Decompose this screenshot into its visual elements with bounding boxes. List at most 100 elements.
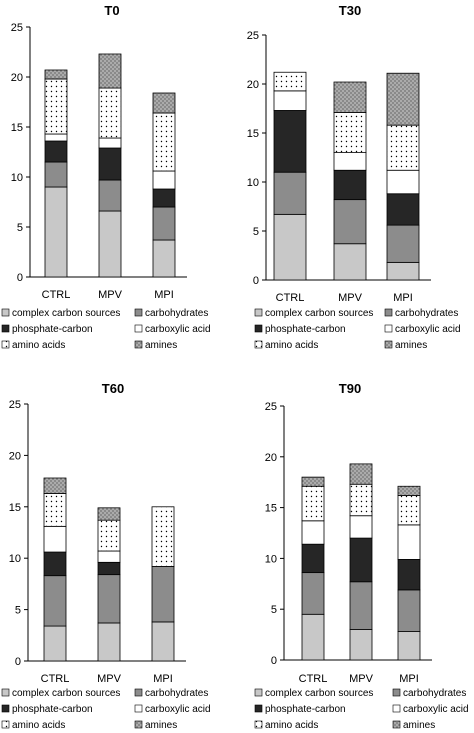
bar-segment-carbohydrates: [273, 171, 307, 215]
bar-segment-amino-acids: [43, 493, 67, 527]
chart-title: T0: [104, 3, 119, 18]
legend-swatch: [1, 308, 10, 317]
bar-segment-carboxylic-acid: [273, 90, 307, 111]
x-tick-label: MPV: [97, 673, 122, 685]
bar-segment-complex-carbon-sources: [273, 213, 307, 281]
bar-segment-amino-acids: [349, 483, 373, 517]
bar-segment-amines: [386, 72, 420, 126]
legend-swatch: [1, 324, 10, 333]
bar-segment-carboxylic-acid: [386, 169, 420, 195]
legend-swatch: [392, 720, 401, 729]
legend: complex carbon sources carbohydrates phosp…: [1, 688, 211, 731]
bar-segment-phosphate-carbon: [44, 140, 68, 163]
bar-segment-amino-acids: [273, 71, 307, 92]
bar-segment-carboxylic-acid: [397, 524, 421, 560]
bar-segment-phosphate-carbon: [152, 188, 176, 208]
legend-swatch: [384, 324, 393, 333]
bar-segment-carbohydrates: [349, 581, 373, 630]
legend-label: amines: [395, 340, 427, 351]
y-tick-label: 25: [247, 30, 259, 42]
bar-segment-carbohydrates: [333, 199, 367, 245]
chart-panel-t0: T0 0 5 10 15 20 25 CTRL MPV MPI complex carbon sou…: [1, 3, 211, 351]
legend-label: complex carbon sources: [265, 688, 373, 699]
y-tick-label: 10: [247, 177, 259, 189]
x-tick-label: MPI: [154, 289, 174, 301]
legend-label: amino acids: [265, 340, 318, 351]
legend-label: phosphate-carbon: [265, 324, 346, 335]
y-tick-label: 5: [17, 222, 23, 234]
legend-label: phosphate-carbon: [12, 324, 93, 335]
bar-segment-phosphate-carbon: [97, 561, 121, 576]
y-tick-label: 20: [9, 450, 21, 462]
x-tick-label: MPI: [399, 673, 419, 685]
legend-swatch: [134, 704, 143, 713]
bar-segment-complex-carbon-sources: [397, 631, 421, 661]
legend-label: carboxylic acid: [403, 704, 469, 715]
legend-swatch: [392, 704, 401, 713]
legend-swatch: [1, 704, 10, 713]
legend-swatch: [254, 720, 263, 729]
bar-segment-amines: [97, 507, 121, 521]
bar-segment-carbohydrates: [98, 179, 122, 212]
bar-segment-complex-carbon-sources: [44, 186, 68, 278]
y-tick-label: 25: [11, 22, 23, 34]
y-tick-label: 20: [265, 452, 277, 464]
bar-segment-amines: [152, 92, 176, 114]
legend-swatch: [254, 704, 263, 713]
bar-segment-amino-acids: [301, 485, 325, 522]
y-tick-label: 20: [11, 72, 23, 84]
bar-segment-carboxylic-acid: [44, 133, 68, 142]
bar-segment-amino-acids: [97, 519, 121, 552]
bar-segment-carbohydrates: [152, 206, 176, 241]
bar-segment-carbohydrates: [43, 575, 67, 627]
bar-segment-complex-carbon-sources: [98, 210, 122, 278]
bar-segment-carbohydrates: [386, 224, 420, 263]
bar-segment-carbohydrates: [151, 566, 175, 623]
bar-segment-phosphate-carbon: [349, 537, 373, 583]
y-tick-label: 15: [265, 503, 277, 515]
bar-segment-carbohydrates: [97, 574, 121, 624]
legend-label: amines: [145, 340, 177, 351]
legend-label: carbohydrates: [145, 688, 208, 699]
legend-swatch: [254, 688, 263, 697]
bar-segment-carbohydrates: [44, 161, 68, 188]
legend-swatch: [134, 308, 143, 317]
bar-segment-amino-acids: [386, 124, 420, 171]
x-tick-label: MPV: [98, 289, 123, 301]
legend-swatch: [134, 324, 143, 333]
bar-segment-amines: [333, 81, 367, 113]
x-tick-label: CTRL: [41, 673, 70, 685]
legend-label: complex carbon sources: [265, 308, 373, 319]
legend-label: carboxylic acid: [395, 324, 461, 335]
legend-label: carbohydrates: [403, 688, 466, 699]
y-tick-label: 0: [253, 275, 259, 287]
bar-segment-carboxylic-acid: [152, 170, 176, 190]
legend: complex carbon sources carbohydrates phosp…: [254, 688, 469, 731]
y-tick-label: 15: [247, 128, 259, 140]
legend-swatch: [254, 340, 263, 349]
legend-swatch: [134, 340, 143, 349]
bar-segment-complex-carbon-sources: [349, 629, 373, 661]
y-tick-label: 25: [265, 401, 277, 413]
chart-panel-t30: T30 0 5 10 15 20 25 CTRL MPV MPI complex carbon so…: [247, 3, 461, 351]
y-tick-label: 10: [11, 172, 23, 184]
chart-panel-t90: T90 0 5 10 15 20 25 CTRL MPV MPI complex carbon so…: [254, 381, 469, 731]
y-tick-label: 5: [15, 605, 21, 617]
bar-segment-amino-acids: [152, 112, 176, 172]
x-tick-label: MPV: [338, 292, 363, 304]
y-tick-label: 5: [253, 226, 259, 238]
bar-segment-amines: [301, 476, 325, 487]
legend-swatch: [384, 308, 393, 317]
legend-label: amino acids: [12, 340, 65, 351]
x-tick-label: CTRL: [276, 292, 305, 304]
x-tick-label: MPV: [349, 673, 374, 685]
legend-label: complex carbon sources: [12, 688, 120, 699]
bar-segment-complex-carbon-sources: [97, 622, 121, 662]
bar-segment-complex-carbon-sources: [152, 239, 176, 278]
bar-segment-carbohydrates: [397, 589, 421, 632]
bar-segment-phosphate-carbon: [43, 551, 67, 577]
legend-label: phosphate-carbon: [265, 704, 346, 715]
bar-segment-amines: [397, 485, 421, 496]
legend-swatch: [134, 688, 143, 697]
bar-segment-amines: [44, 69, 68, 80]
